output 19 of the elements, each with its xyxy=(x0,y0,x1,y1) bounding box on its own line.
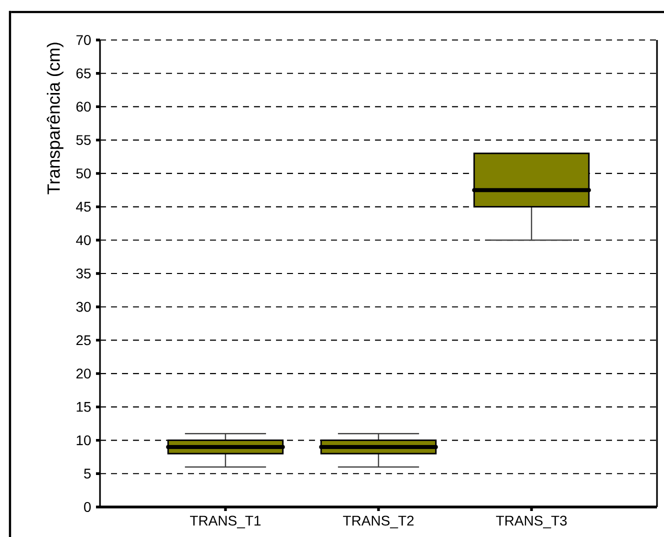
y-tick-label: 40 xyxy=(76,235,91,246)
y-tick-label: 50 xyxy=(76,168,91,178)
y-tick-label: 0 xyxy=(84,502,91,512)
y-tick-label: 70 xyxy=(76,35,91,45)
y-tick-label: 25 xyxy=(76,335,91,346)
y-tick-label: 45 xyxy=(76,202,91,212)
y-tick-label: 15 xyxy=(76,402,91,412)
y-tick-label: 20 xyxy=(76,368,91,379)
x-tick-label: TRANS_T1 xyxy=(190,516,261,528)
y-axis-title: Transparência (cm) xyxy=(46,42,64,194)
x-tick-label: TRANS_T2 xyxy=(343,516,414,528)
y-tick-label: 10 xyxy=(76,435,91,446)
y-tick-label: 60 xyxy=(76,102,91,112)
y-tick-label: 35 xyxy=(76,268,91,278)
y-tick-label: 55 xyxy=(76,135,91,145)
y-tick-label: 65 xyxy=(76,68,91,78)
y-tick-label: 30 xyxy=(76,302,91,312)
y-tick-label: 5 xyxy=(84,468,91,479)
x-tick-label: TRANS_T3 xyxy=(496,516,567,528)
